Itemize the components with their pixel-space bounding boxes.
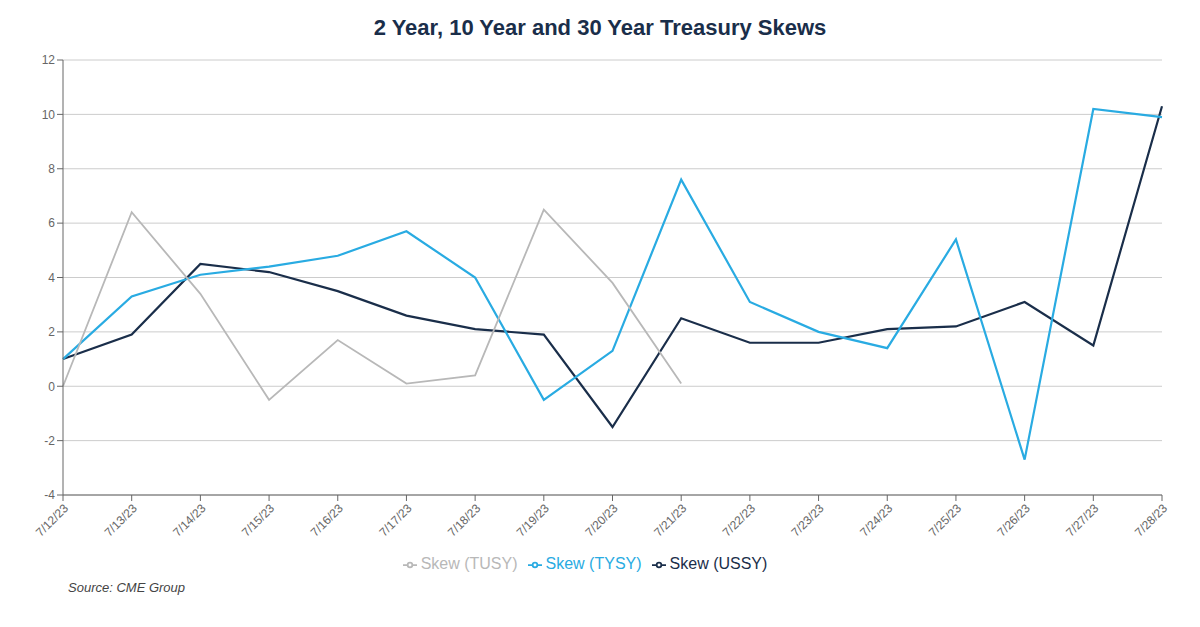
html-text:Skew (TUSY): Skew (TUSY) — [420, 555, 518, 572]
svg-text:7/12/23: 7/12/23 — [33, 501, 71, 539]
svg-text:4: 4 — [48, 271, 55, 285]
svg-text:7/19/23: 7/19/23 — [514, 501, 552, 539]
html-text:Skew (USSY): Skew (USSY) — [669, 555, 768, 572]
svg-text:7/28/23: 7/28/23 — [1132, 501, 1170, 539]
html-text:Source: CME Group: Source: CME Group — [68, 580, 185, 595]
svg-text:7/26/23: 7/26/23 — [995, 501, 1033, 539]
svg-text:6: 6 — [48, 216, 55, 230]
svg-text:7/22/23: 7/22/23 — [720, 501, 758, 539]
svg-text:7/20/23: 7/20/23 — [582, 501, 620, 539]
html-text:2 Year, 10 Year and 30 Year Tr: 2 Year, 10 Year and 30 Year Treasury Ske… — [373, 15, 827, 40]
svg-text:7/17/23: 7/17/23 — [376, 501, 414, 539]
svg-text:7/25/23: 7/25/23 — [926, 501, 964, 539]
svg-text:7/21/23: 7/21/23 — [651, 501, 689, 539]
svg-text:7/16/23: 7/16/23 — [308, 501, 346, 539]
svg-text:2: 2 — [48, 325, 55, 339]
svg-text:7/14/23: 7/14/23 — [170, 501, 208, 539]
svg-text:7/24/23: 7/24/23 — [857, 501, 895, 539]
svg-text:7/15/23: 7/15/23 — [239, 501, 277, 539]
svg-text:10: 10 — [42, 108, 56, 122]
svg-text:8: 8 — [48, 162, 55, 176]
svg-text:-4: -4 — [44, 488, 55, 502]
svg-text:12: 12 — [42, 53, 56, 67]
svg-text:7/18/23: 7/18/23 — [445, 501, 483, 539]
html-text:Skew (TYSY): Skew (TYSY) — [545, 555, 642, 572]
svg-text:7/23/23: 7/23/23 — [788, 501, 826, 539]
svg-text:7/27/23: 7/27/23 — [1063, 501, 1101, 539]
svg-text:0: 0 — [48, 380, 55, 394]
svg-text:-2: -2 — [44, 434, 55, 448]
svg-text:7/13/23: 7/13/23 — [102, 501, 140, 539]
